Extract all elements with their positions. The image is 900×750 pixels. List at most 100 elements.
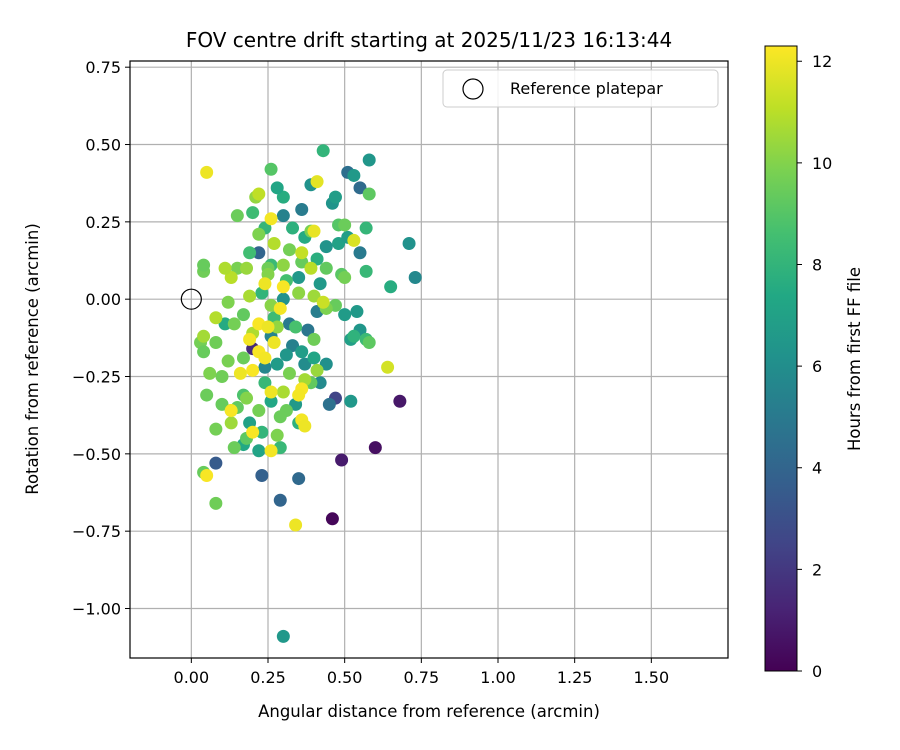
data-point — [295, 345, 309, 359]
data-point — [295, 246, 309, 260]
data-point — [273, 410, 287, 424]
data-point — [255, 468, 269, 482]
data-point — [197, 345, 211, 359]
data-point — [292, 286, 306, 300]
data-point — [310, 175, 324, 189]
data-point — [328, 190, 342, 204]
data-point — [286, 339, 300, 353]
data-point — [381, 360, 395, 374]
data-point — [279, 348, 293, 362]
data-point — [313, 277, 327, 291]
data-point — [319, 357, 333, 371]
data-point — [347, 329, 361, 343]
data-point — [209, 456, 223, 470]
data-point — [218, 317, 232, 331]
colorbar-tick-label: 10 — [812, 154, 832, 173]
data-point — [347, 233, 361, 247]
data-point — [276, 190, 290, 204]
x-tick-label: 0.00 — [174, 668, 210, 687]
data-point — [359, 264, 373, 278]
colorbar: 0 2 4 6 8 10 12 Hours from first FF file — [764, 45, 864, 681]
data-point — [338, 308, 352, 322]
data-point — [267, 335, 281, 349]
colorbar-label: Hours from first FF file — [845, 267, 864, 451]
data-point — [319, 261, 333, 275]
data-point — [215, 370, 229, 384]
data-point — [258, 351, 272, 365]
data-point — [218, 261, 232, 275]
data-point — [384, 280, 398, 294]
data-point — [298, 357, 312, 371]
data-point — [295, 202, 309, 216]
data-point — [233, 366, 247, 380]
data-point — [200, 165, 214, 179]
data-point — [310, 252, 324, 266]
data-point — [368, 441, 382, 455]
data-point — [197, 258, 211, 272]
data-point — [236, 351, 250, 365]
data-point — [258, 360, 272, 374]
data-point — [252, 227, 266, 241]
data-point — [224, 271, 238, 285]
data-point — [264, 394, 278, 408]
data-point — [273, 493, 287, 507]
data-point — [282, 366, 296, 380]
data-point — [325, 512, 339, 526]
data-point — [332, 237, 346, 251]
x-tick-label: 1.00 — [480, 668, 516, 687]
data-point — [227, 441, 241, 455]
data-point — [292, 271, 306, 285]
data-point — [252, 246, 266, 260]
data-point — [316, 295, 330, 309]
data-point — [227, 317, 241, 331]
data-point — [402, 237, 416, 251]
data-point — [273, 301, 287, 315]
data-point — [286, 221, 300, 235]
data-point — [243, 246, 257, 260]
x-axis: 0.00 0.25 0.50 0.75 1.00 1.25 1.50 — [174, 658, 669, 687]
data-point — [335, 453, 349, 467]
x-tick-label: 0.75 — [404, 668, 440, 687]
data-point — [347, 168, 361, 182]
data-point — [276, 258, 290, 272]
data-point — [276, 385, 290, 399]
data-point — [322, 397, 336, 411]
data-point — [313, 376, 327, 390]
data-point — [270, 320, 284, 334]
data-point — [307, 351, 321, 365]
reference-marker-group — [180, 288, 202, 310]
colorbar-tick-label: 4 — [812, 459, 822, 478]
data-point — [221, 354, 235, 368]
data-point — [307, 332, 321, 346]
data-point — [252, 404, 266, 418]
x-axis-label: Angular distance from reference (arcmin) — [258, 702, 600, 721]
data-point — [252, 187, 266, 201]
data-point — [353, 246, 367, 260]
data-point — [362, 153, 376, 167]
y-tick-label: −0.25 — [72, 368, 121, 387]
data-point — [292, 472, 306, 486]
x-tick-label: 0.50 — [327, 668, 363, 687]
y-axis-label: Rotation from reference (arcmin) — [23, 223, 42, 495]
data-point — [310, 363, 324, 377]
data-point — [304, 261, 318, 275]
data-point — [316, 144, 330, 158]
data-point — [292, 388, 306, 402]
data-point — [289, 518, 303, 532]
data-point — [224, 404, 238, 418]
data-point — [319, 240, 333, 254]
x-tick-label: 0.25 — [250, 668, 286, 687]
data-point — [307, 289, 321, 303]
data-point — [264, 162, 278, 176]
data-point — [295, 255, 309, 269]
y-tick-label: 0.75 — [85, 58, 121, 77]
data-point — [261, 320, 275, 334]
y-tick-label: 0.50 — [85, 136, 121, 155]
colorbar-tick-label: 0 — [812, 662, 822, 681]
data-point — [203, 366, 217, 380]
reference-marker — [180, 288, 202, 310]
chart-title: FOV centre drift starting at 2025/11/23 … — [186, 28, 672, 52]
data-point — [240, 391, 254, 405]
data-point — [408, 271, 422, 285]
